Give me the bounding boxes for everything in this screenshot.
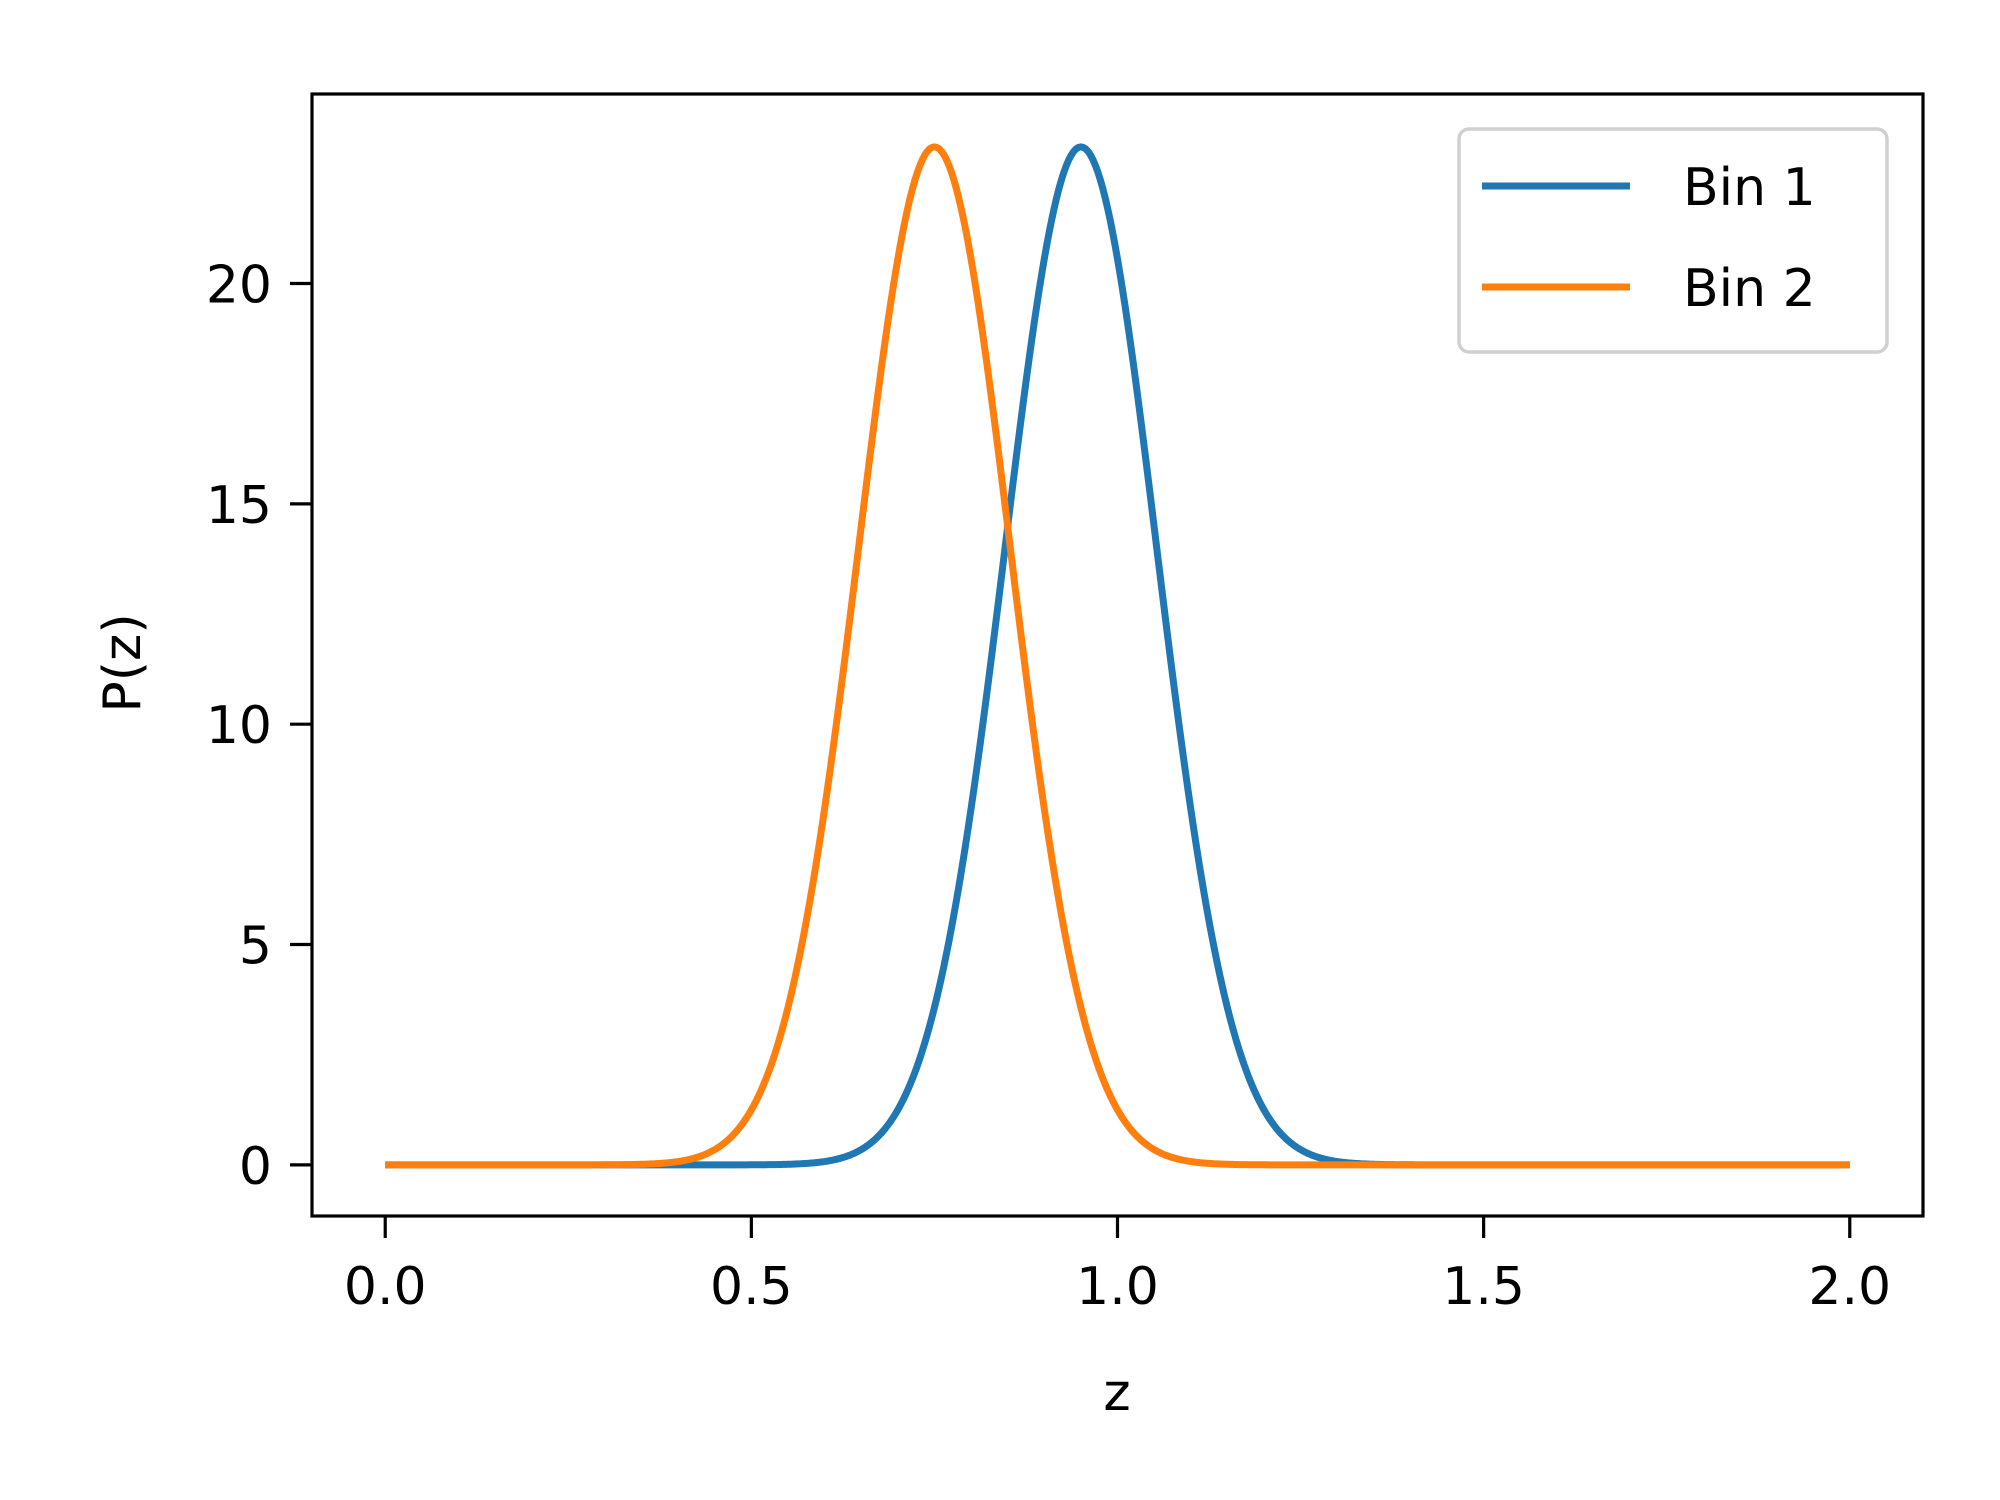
y-tick-label: 5 xyxy=(239,917,272,977)
x-tick-label: 0.5 xyxy=(710,1257,793,1317)
y-tick-label: 10 xyxy=(206,696,272,756)
legend-label-bin-1: Bin 1 xyxy=(1683,158,1816,218)
legend-box xyxy=(1457,127,1889,354)
x-tick-label: 1.5 xyxy=(1442,1257,1525,1317)
x-tick-label: 1.0 xyxy=(1076,1257,1159,1317)
y-tick-label: 15 xyxy=(206,476,272,536)
x-tick-label: 2.0 xyxy=(1808,1257,1891,1317)
y-axis: 0 5 10 15 20 xyxy=(206,255,312,1197)
x-tick-label: 0.0 xyxy=(344,1257,427,1317)
y-axis-label: P(z) xyxy=(93,613,153,712)
y-tick-label: 0 xyxy=(239,1137,272,1197)
series-layer xyxy=(384,143,1851,1169)
legend: Bin 1 Bin 2 xyxy=(1457,127,1889,354)
series-line-bin-2 xyxy=(384,143,1851,1169)
legend-label-bin-2: Bin 2 xyxy=(1683,259,1816,319)
x-axis-label: z xyxy=(1103,1363,1130,1423)
x-axis: 0.0 0.5 1.0 1.5 2.0 xyxy=(344,1216,1891,1317)
y-tick-label: 20 xyxy=(206,255,272,315)
